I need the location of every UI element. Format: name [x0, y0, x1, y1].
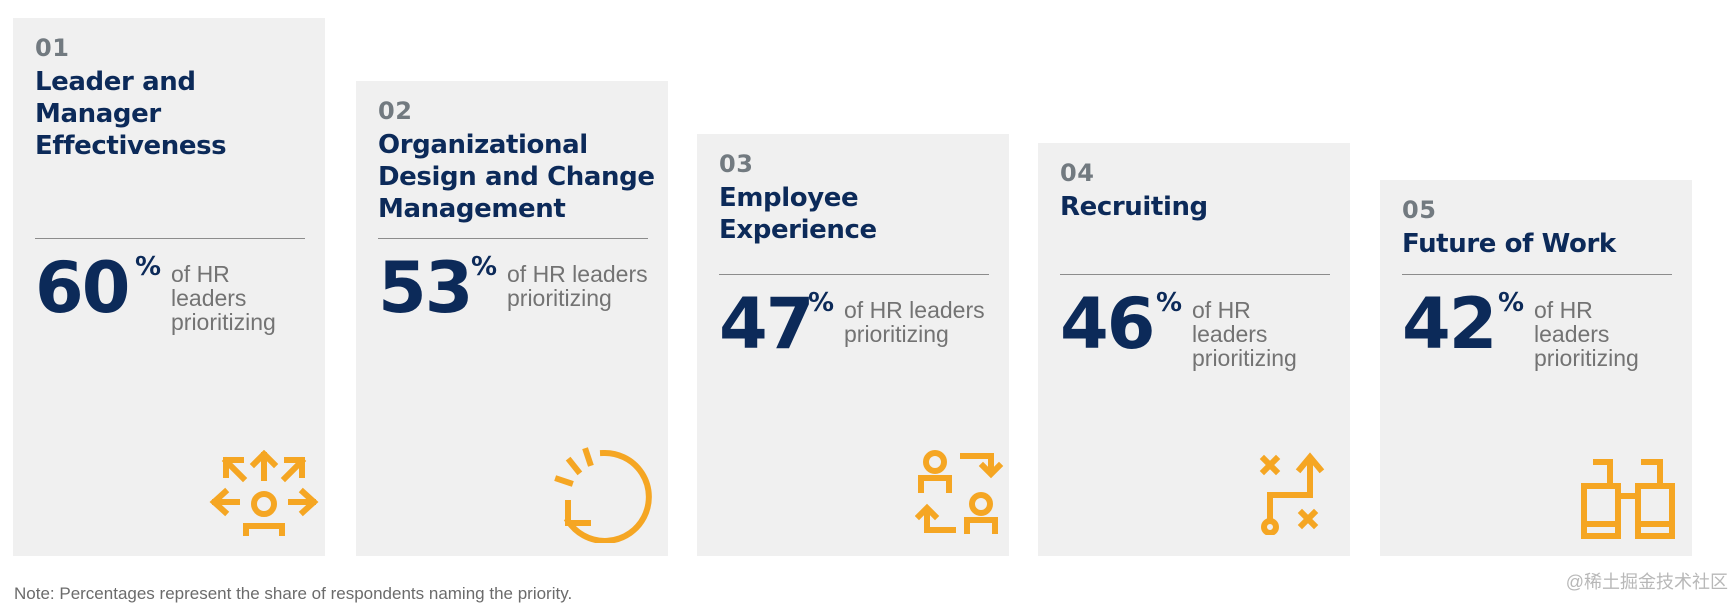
stat-description: of HR leaders prioritizing — [1534, 298, 1672, 370]
percent-sign: % — [1498, 288, 1525, 318]
people-arrows-icon — [209, 450, 319, 536]
card-number: 04 — [1060, 159, 1095, 187]
stat: 46 % of HR leaders prioritizing — [1060, 283, 1330, 370]
stat: 53 % of HR leaders prioritizing — [378, 248, 648, 328]
percentage-value: 47 — [719, 283, 814, 365]
footnote: Note: Percentages represent the share of… — [14, 584, 573, 603]
card-number: 05 — [1402, 196, 1437, 224]
priority-card-1: 01 Leader and Manager Effectiveness 60 %… — [13, 18, 325, 556]
card-title-line: Manager — [35, 99, 161, 129]
stat-description: of HR leaders prioritizing — [1192, 298, 1330, 370]
divider — [719, 274, 989, 275]
card-title-line: Design and Change — [378, 162, 655, 192]
card-title: Leader and Manager Effectiveness — [35, 66, 305, 162]
stat-description-line: of HR leaders — [1192, 297, 1268, 347]
percentage-value: 53 — [378, 247, 473, 329]
priority-card-3: 03 Employee Experience 47 % of HR leader… — [697, 134, 1009, 556]
divider — [35, 238, 305, 239]
card-number: 03 — [719, 150, 754, 178]
card-number: 02 — [378, 97, 413, 125]
card-title-line: Leader and — [35, 67, 196, 97]
binoculars-icon — [1578, 458, 1678, 542]
stat: 42 % of HR leaders prioritizing — [1402, 283, 1672, 370]
strategy-play-icon — [1258, 451, 1328, 535]
circular-arrow-icon — [546, 443, 656, 543]
card-title-line: Employee — [719, 183, 859, 213]
stat-description-line: of HR leaders — [1534, 297, 1610, 347]
stat: 60 % of HR leaders prioritizing — [35, 247, 305, 334]
percentage-value: 46 — [1060, 283, 1155, 365]
percent-sign: % — [471, 252, 498, 282]
stat-description-line: of HR leaders — [844, 297, 985, 323]
percent-sign: % — [1156, 288, 1183, 318]
card-title: Recruiting — [1060, 191, 1330, 223]
card-title: Organizational Design and Change Managem… — [378, 129, 655, 225]
priority-card-2: 02 Organizational Design and Change Mana… — [356, 81, 668, 556]
card-title-line: Management — [378, 194, 566, 224]
priority-card-4: 04 Recruiting 46 % of HR leaders priorit… — [1038, 143, 1350, 556]
priority-card-5: 05 Future of Work 42 % of HR leaders pri… — [1380, 180, 1692, 556]
stat-description-line: prioritizing — [1534, 345, 1639, 371]
stat-description-line: of HR leaders — [171, 261, 247, 311]
card-title: Employee Experience — [719, 182, 989, 246]
divider — [1402, 274, 1672, 275]
stat-description-line: of HR leaders — [507, 261, 648, 287]
divider — [1060, 274, 1330, 275]
card-title-line: Experience — [719, 215, 877, 245]
card-title-line: Effectiveness — [35, 131, 227, 161]
people-exchange-icon — [915, 450, 1005, 534]
percent-sign: % — [808, 288, 835, 318]
stat: 47 % of HR leaders prioritizing — [719, 284, 989, 364]
stat-description-line: prioritizing — [171, 309, 276, 335]
percentage-value: 42 — [1402, 283, 1497, 365]
divider — [378, 238, 648, 239]
stat-description-line: prioritizing — [844, 321, 949, 347]
stat-description: of HR leaders prioritizing — [507, 262, 648, 310]
stat-description-line: prioritizing — [507, 285, 612, 311]
card-number: 01 — [35, 34, 70, 62]
stat-description: of HR leaders prioritizing — [171, 262, 305, 334]
watermark: @稀土掘金技术社区 — [1565, 572, 1728, 592]
card-title: Future of Work — [1402, 228, 1672, 260]
card-title-line: Recruiting — [1060, 192, 1208, 222]
percentage-value: 60 — [35, 247, 130, 329]
stat-description: of HR leaders prioritizing — [844, 298, 985, 346]
card-title-line: Organizational — [378, 130, 588, 160]
percent-sign: % — [135, 252, 162, 282]
stat-description-line: prioritizing — [1192, 345, 1297, 371]
card-title-line: Future of Work — [1402, 229, 1616, 259]
